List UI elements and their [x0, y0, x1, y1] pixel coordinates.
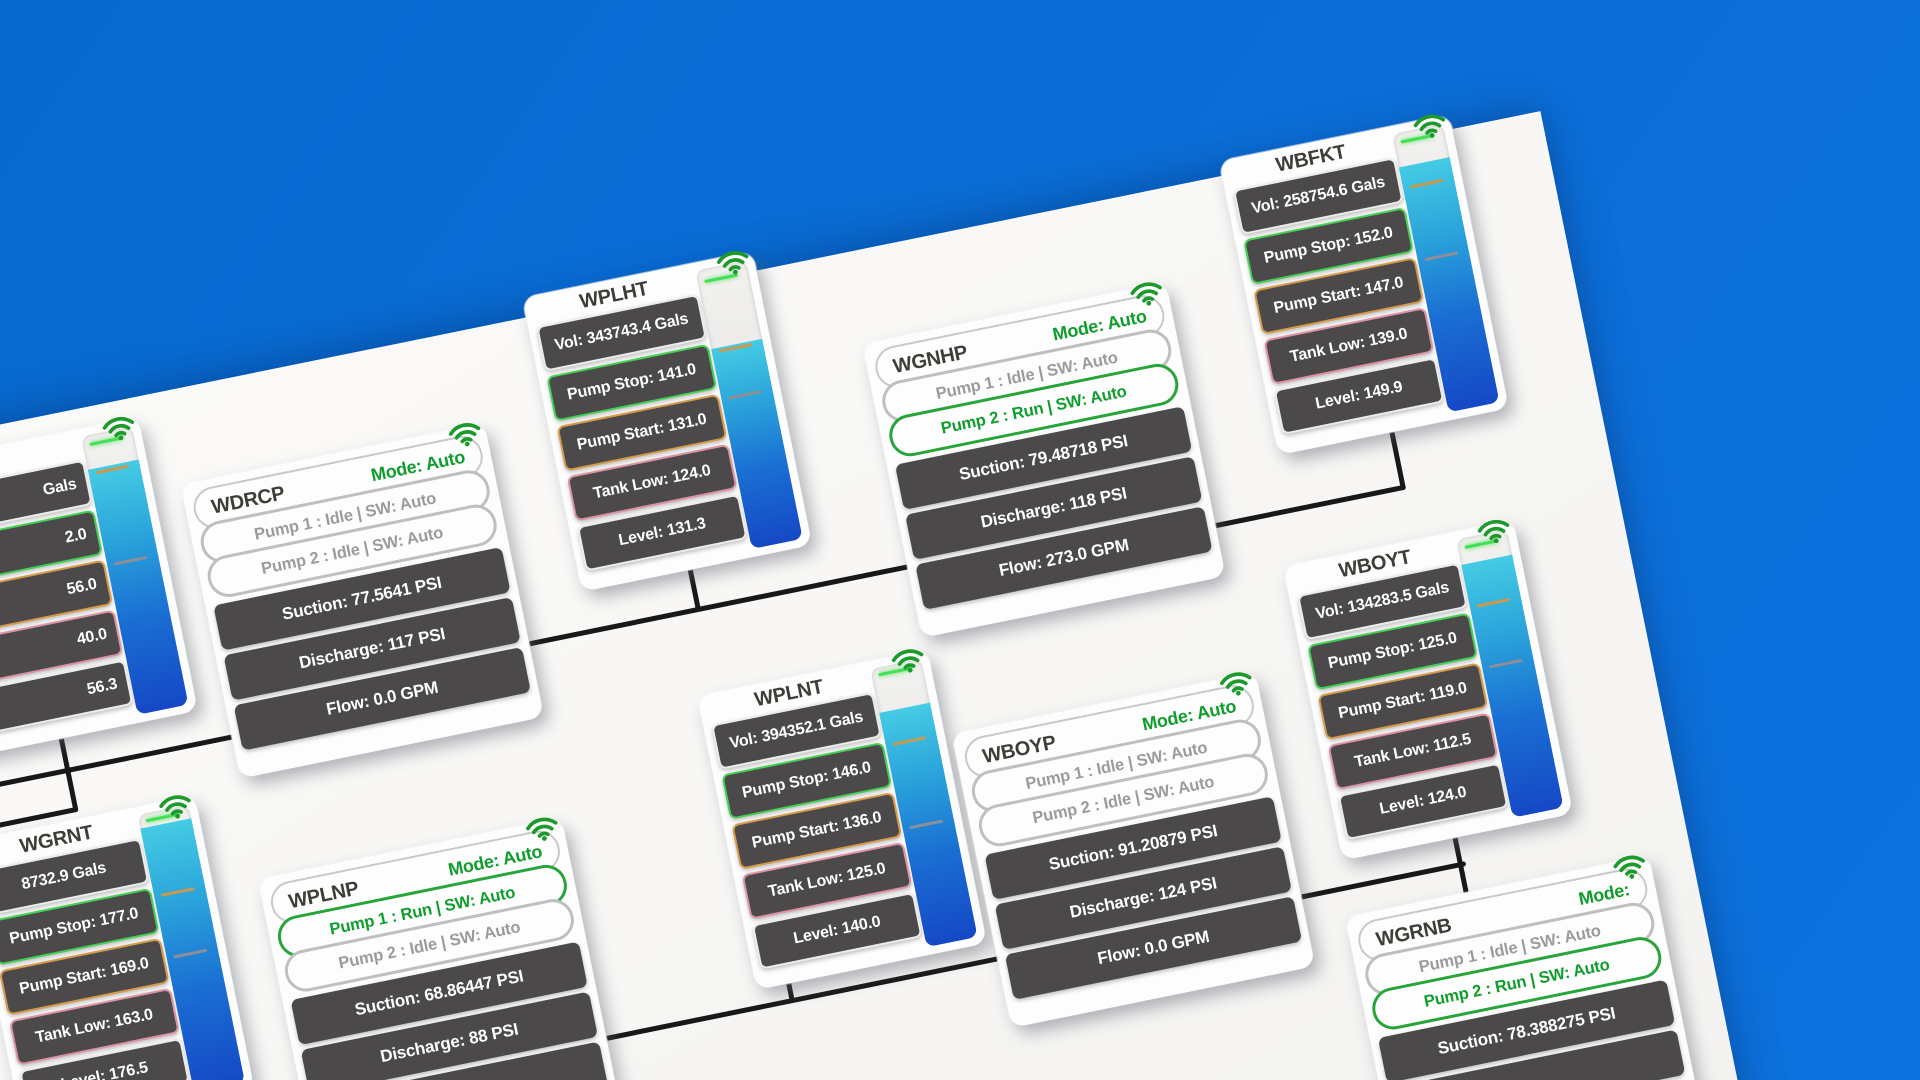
pump-card-wdrcp[interactable]: WDRCP Mode: Auto Pump 1 : Idle | SW: Aut… — [180, 422, 545, 779]
wifi-icon — [1411, 109, 1450, 141]
wifi-icon — [1611, 850, 1650, 882]
pump-card-wboyp[interactable]: WBOYP Mode: Auto Pump 1 : Idle | SW: Aut… — [951, 672, 1316, 1028]
pipe-line — [501, 562, 918, 652]
wifi-icon — [889, 644, 928, 676]
pump-card-wplnp[interactable]: WPLNP Mode: Auto Pump 1 : Run | SW: Auto… — [257, 817, 622, 1080]
tank-card-wboyt[interactable]: WBOYT Vol: 134283.5 Gals Pump Stop: 125.… — [1283, 519, 1574, 861]
wifi-icon — [714, 246, 753, 278]
wifi-icon — [1128, 277, 1167, 309]
network-map-canvas[interactable]: Gals 2.0 56.0 40.0 56.3 WPLHT Vol: 34374… — [0, 111, 1920, 1080]
tank-card-wplht[interactable]: WPLHT Vol: 343743.4 Gals Pump Stop: 141.… — [522, 250, 813, 592]
wifi-icon — [446, 418, 485, 450]
tank-card-wplnt[interactable]: WPLNT Vol: 394352.1 Gals Pump Stop: 146.… — [697, 649, 988, 990]
pipe-line — [1209, 484, 1407, 530]
pump-card-wgnhp[interactable]: WGNHP Mode: Auto Pump 1 : Idle | SW: Aut… — [862, 282, 1226, 638]
wifi-icon — [1217, 667, 1256, 699]
pipe-line — [1387, 422, 1407, 491]
tank-card-wgrnt[interactable]: WGRNT 8732.9 Gals Pump Stop: 177.0 Pump … — [0, 795, 255, 1080]
tank-card-wbfkt[interactable]: WBFKT Vol: 258754.6 Gals Pump Stop: 152.… — [1218, 114, 1509, 456]
tank-card-left[interactable]: Gals 2.0 56.0 40.0 56.3 — [0, 416, 198, 758]
wifi-icon — [1475, 515, 1514, 547]
wifi-icon — [100, 412, 139, 444]
wifi-icon — [523, 812, 562, 844]
pump-card-wgrnb[interactable]: WGRNB Mode: Pump 1 : Idle | SW: Auto Pum… — [1345, 855, 1709, 1080]
wifi-icon — [156, 790, 195, 822]
